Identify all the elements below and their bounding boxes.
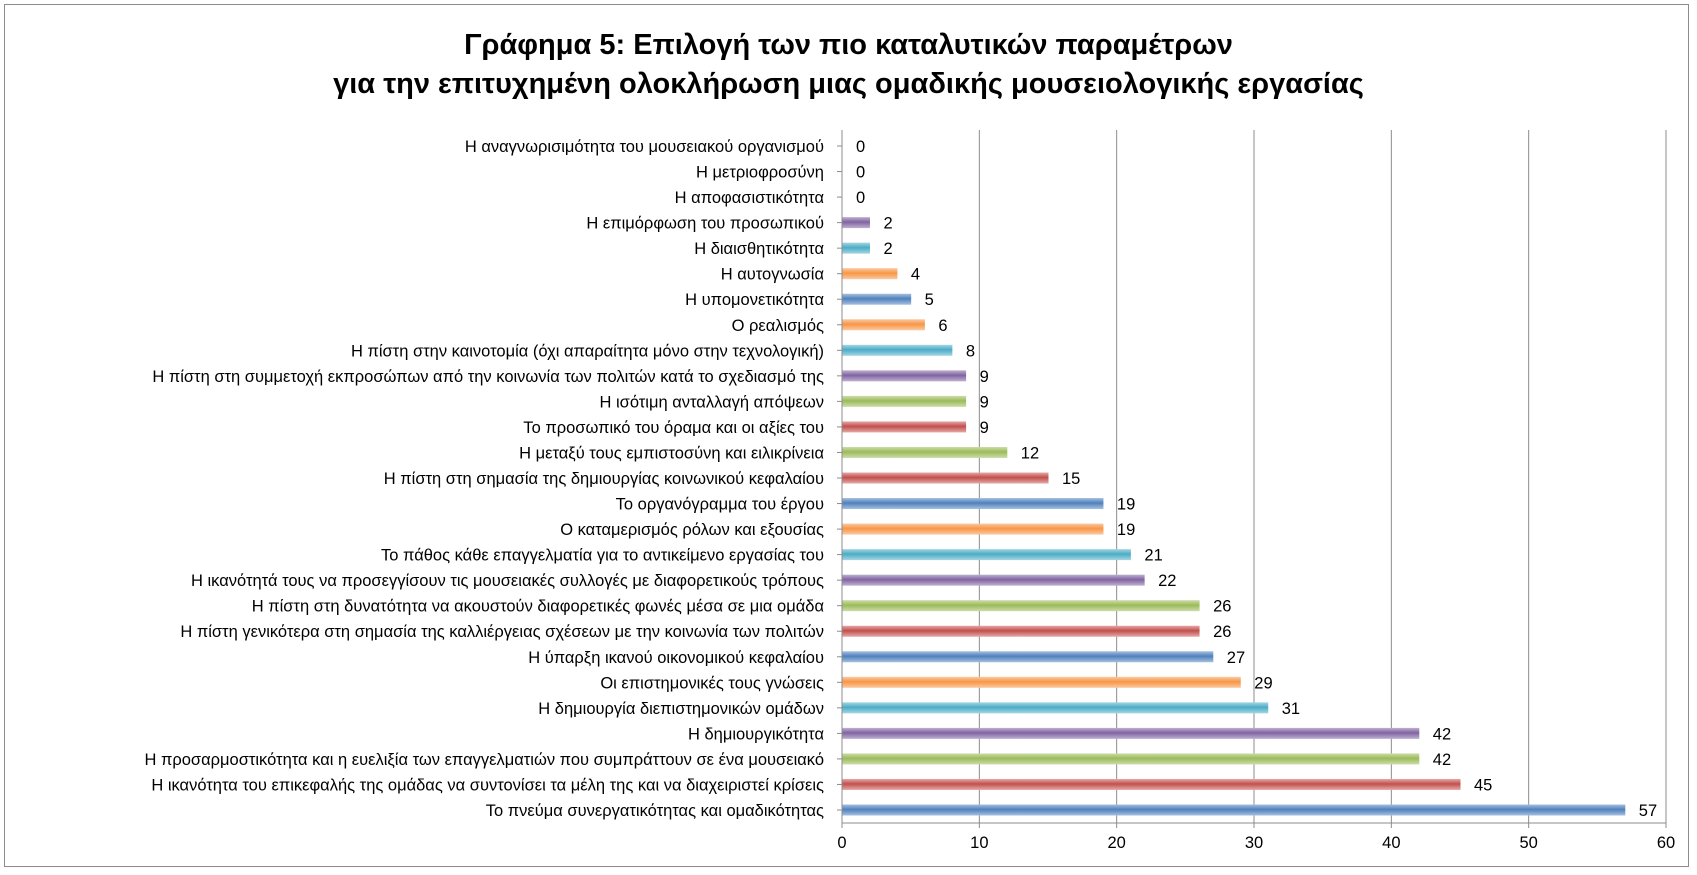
axes — [837, 130, 1667, 828]
category-label: Η διαισθητικότητα — [694, 240, 824, 258]
data-label: 0 — [856, 189, 865, 207]
x-tick-label: 20 — [1107, 834, 1125, 852]
category-label: Η ικανότητά τους να προσεγγίσουν τις μου… — [191, 572, 824, 590]
data-label: 12 — [1021, 444, 1039, 462]
category-label: Η δημιουργία διεπιστημονικών ομάδων — [538, 700, 824, 718]
x-tick-label: 10 — [970, 834, 988, 852]
data-label: 6 — [938, 317, 947, 335]
data-label: 19 — [1117, 496, 1135, 514]
data-label: 29 — [1254, 674, 1272, 692]
category-label: Οι επιστημονικές τους γνώσεις — [600, 674, 824, 692]
bar — [842, 217, 870, 229]
bar — [842, 242, 870, 254]
category-label: Η πίστη γενικότερα στη σημασία της καλλι… — [180, 623, 824, 641]
data-label: 57 — [1639, 802, 1657, 820]
category-label: Η δημιουργικότητα — [688, 725, 825, 743]
category-label: Η ύπαρξη ικανού οικονομικού κεφαλαίου — [528, 649, 824, 667]
bar — [842, 370, 967, 382]
category-label: Η ικανότητα του επικεφαλής της ομάδας να… — [151, 776, 824, 794]
bar — [842, 319, 925, 331]
x-tick-labels: 0 10 20 30 40 50 60 — [837, 834, 1675, 852]
gridlines — [978, 130, 1667, 823]
data-label: 27 — [1227, 649, 1245, 667]
bar — [842, 395, 967, 407]
category-label: Η μετριοφροσύνη — [696, 164, 824, 182]
bar — [842, 600, 1200, 612]
data-label: 0 — [856, 138, 865, 156]
category-label: Η πίστη στη δυνατότητα να ακουστούν διαφ… — [252, 598, 825, 616]
data-label: 42 — [1433, 725, 1451, 743]
category-label: Ο καταμερισμός ρόλων και εξουσίας — [560, 521, 824, 539]
bar — [842, 293, 912, 305]
bar — [842, 727, 1420, 739]
category-labels: Η αναγνωρισιμότητα του μουσειακού οργανι… — [144, 138, 824, 820]
category-label: Το πνεύμα συνεργατικότητας και ομαδικότη… — [486, 802, 824, 820]
data-label: 26 — [1213, 598, 1231, 616]
chart-title-line-2: για την επιτυχημένη ολοκλήρωση μιας ομαδ… — [333, 68, 1364, 100]
bars — [842, 217, 1626, 816]
bar — [842, 421, 967, 433]
chart-title-line-1: Γράφημα 5: Επιλογή των πιο καταλυτικών π… — [464, 29, 1233, 61]
category-label: Η ισότιμη ανταλλαγή απόψεων — [599, 393, 824, 411]
bar — [842, 702, 1269, 714]
category-label: Η προσαρμοστικότητα και η ευελιξία των ε… — [144, 751, 824, 769]
chart-area — [4, 4, 1689, 867]
data-label: 5 — [925, 291, 934, 309]
x-tick-label: 50 — [1519, 834, 1537, 852]
data-label: 26 — [1213, 623, 1231, 641]
data-label: 8 — [966, 342, 975, 360]
x-tick-label: 0 — [837, 834, 846, 852]
data-label: 42 — [1433, 751, 1451, 769]
data-label: 31 — [1282, 700, 1300, 718]
data-label: 9 — [980, 419, 989, 437]
bar — [842, 498, 1104, 510]
data-label: 2 — [883, 215, 892, 233]
category-label: Η αυτογνωσία — [721, 266, 825, 284]
bar — [842, 446, 1008, 458]
data-label: 9 — [980, 368, 989, 386]
bar — [842, 804, 1626, 816]
category-label: Η αναγνωρισιμότητα του μουσειακού οργανι… — [465, 138, 824, 156]
bar — [842, 344, 953, 356]
category-label: Το οργανόγραμμα του έργου — [616, 496, 824, 514]
data-label: 45 — [1474, 776, 1492, 794]
data-label: 0 — [856, 164, 865, 182]
chart-title: Γράφημα 5: Επιλογή των πιο καταλυτικών π… — [0, 26, 1697, 104]
category-label: Η αποφασιστικότητα — [675, 189, 825, 207]
bar — [842, 625, 1200, 637]
x-tick-label: 40 — [1382, 834, 1400, 852]
bar — [842, 753, 1420, 765]
bar — [842, 523, 1104, 535]
category-label: Η πίστη στην καινοτομία (όχι απαραίτητα … — [351, 342, 824, 360]
data-label: 22 — [1158, 572, 1176, 590]
x-tick-label: 30 — [1245, 834, 1263, 852]
bar — [842, 268, 898, 280]
category-label: Ο ρεαλισμός — [732, 317, 824, 335]
data-label: 9 — [980, 393, 989, 411]
category-label: Το πάθος κάθε επαγγελματία για το αντικε… — [381, 547, 824, 565]
category-label: Η υπομονετικότητα — [685, 291, 824, 309]
x-tick-label: 60 — [1657, 834, 1675, 852]
data-label: 2 — [883, 240, 892, 258]
category-label: Η πίστη στη συμμετοχή εκπροσώπων από την… — [152, 368, 824, 386]
bar — [842, 651, 1214, 663]
data-label: 21 — [1144, 547, 1162, 565]
bar — [842, 472, 1049, 484]
data-label: 4 — [911, 266, 920, 284]
bar — [842, 676, 1241, 688]
value-labels: 0002245689991215191921222626272931424245… — [856, 138, 1657, 820]
bar — [842, 549, 1131, 561]
category-label: Το προσωπικό του όραμα και οι αξίες του — [523, 419, 824, 437]
bar — [842, 778, 1461, 790]
bar — [842, 574, 1145, 586]
category-label: Η μεταξύ τους εμπιστοσύνη και ειλικρίνει… — [519, 444, 824, 462]
data-label: 15 — [1062, 470, 1080, 488]
data-label: 19 — [1117, 521, 1135, 539]
category-label: Η επιμόρφωση του προσωπικού — [586, 215, 824, 233]
category-label: Η πίστη στη σημασία της δημιουργίας κοιν… — [384, 470, 824, 488]
